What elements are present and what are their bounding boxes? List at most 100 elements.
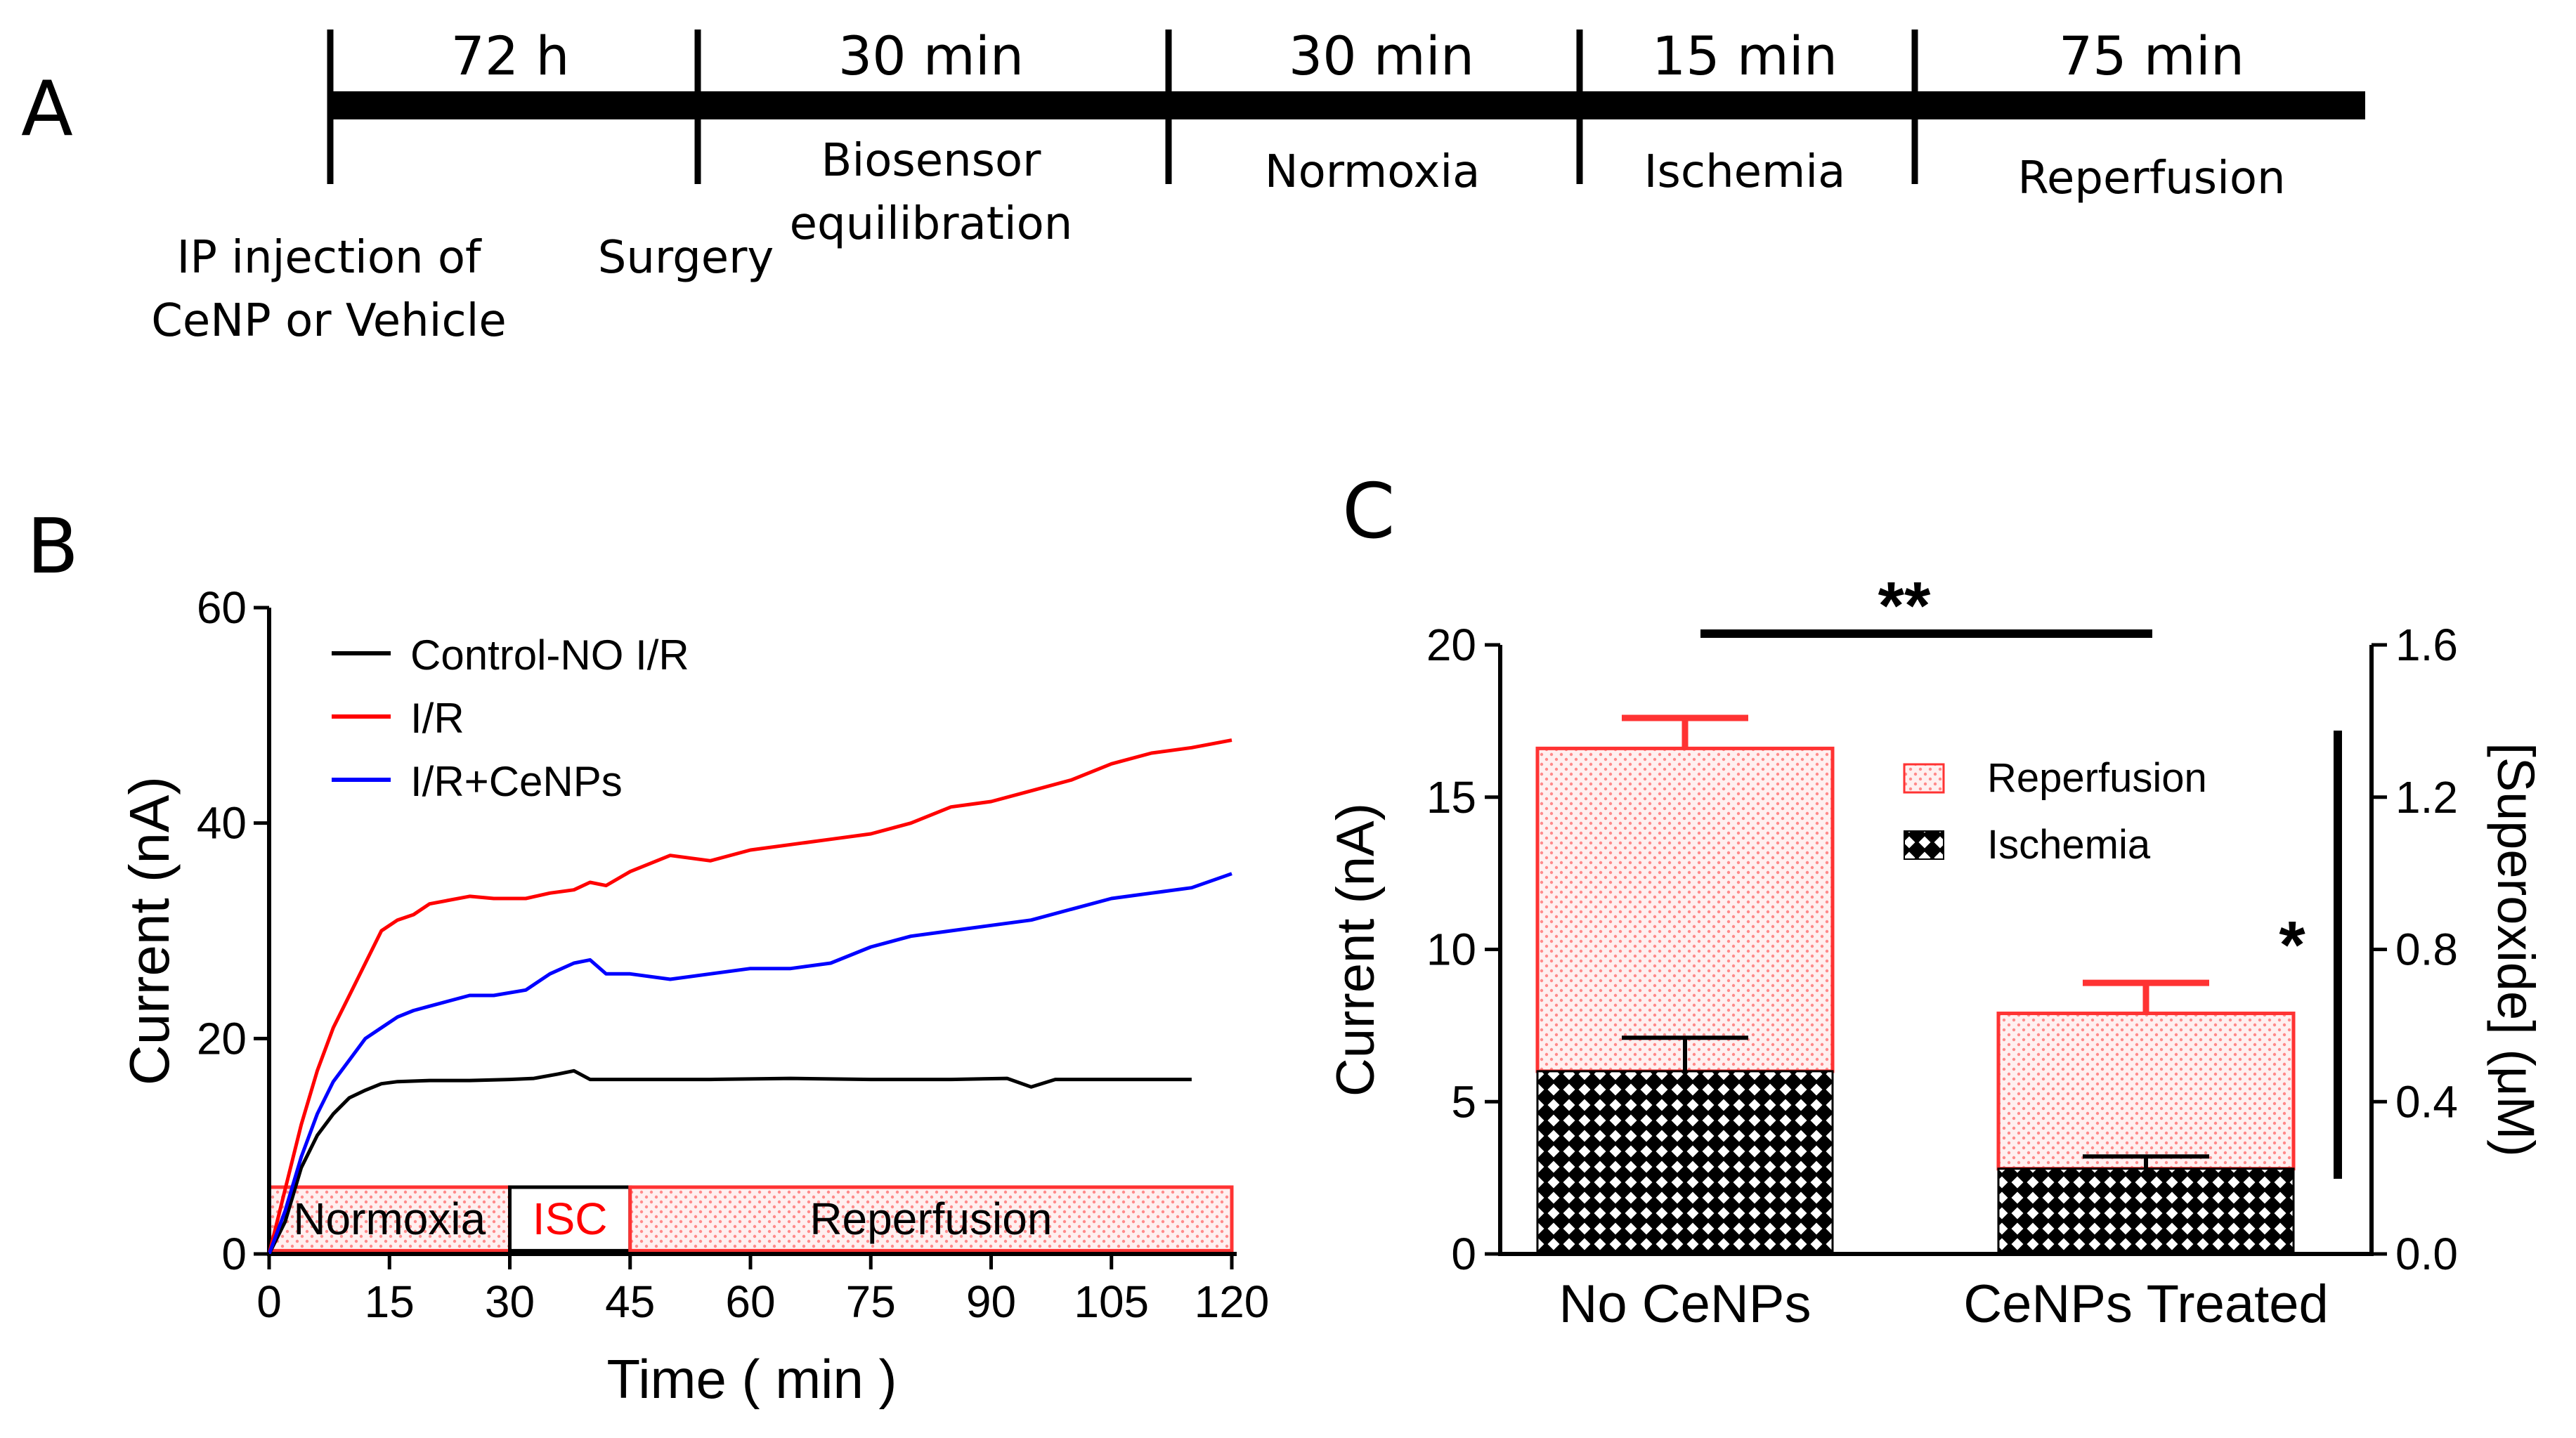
bar-ischemia-1	[1997, 1168, 2295, 1255]
x-tick-label-15: 15	[365, 1276, 415, 1327]
panel-b-label: B	[27, 503, 79, 591]
line-chart-x-label: Time ( min )	[606, 1348, 897, 1410]
right-tick-0.8: 0.8	[2372, 924, 2458, 975]
left-tick-label-20: 20	[1426, 620, 1476, 670]
label-ip-injection-line2: CeNP or Vehicle	[151, 295, 507, 347]
duration-30min-2: 30 min	[1289, 25, 1474, 87]
x-tick-90: 90	[966, 1254, 1016, 1327]
right-tick-1.6: 1.6	[2372, 620, 2458, 670]
right-tick-label-4: 1.6	[2395, 620, 2458, 670]
phase-reperfusion: Reperfusion	[628, 1185, 1234, 1253]
left-tick-5: 5	[1451, 1076, 1500, 1127]
line-chart-x-ticks: 0 15 30 45 60 75 90 105 120	[256, 1254, 1269, 1327]
panel-a-label: A	[21, 65, 73, 153]
y-tick-label-0: 0	[221, 1229, 247, 1279]
left-tick-label-5: 5	[1451, 1076, 1476, 1127]
label-biosensor-line1: Biosensor	[821, 135, 1042, 187]
legend-swatch-ischemia	[1904, 830, 1944, 860]
x-tick-75: 75	[846, 1254, 896, 1327]
label-ischemia: Ischemia	[1644, 146, 1846, 198]
label-surgery: Surgery	[598, 232, 774, 284]
x-tick-label-30: 30	[485, 1276, 535, 1327]
y-tick-label-20: 20	[197, 1013, 247, 1064]
left-tick-label-15: 15	[1426, 772, 1476, 823]
bar-chart-bars	[1535, 714, 2296, 1255]
x-tick-label-120: 120	[1195, 1276, 1270, 1327]
x-tick-30: 30	[485, 1254, 535, 1327]
label-ip-injection-line1: IP injection of	[176, 232, 482, 284]
y-tick-60: 60	[197, 582, 269, 633]
bar-chart-legend: Reperfusion Ischemia	[1903, 755, 2207, 868]
line-chart-y-ticks: 0 20 40 60	[197, 582, 269, 1279]
bar-group-0	[1535, 714, 1835, 1255]
bar-chart-right-ticks: 0.0 0.4 0.8 1.2 1.6	[2372, 620, 2458, 1279]
line-chart: Normoxia ISC Reperfusion 0 15 30 45 60 75 …	[118, 582, 1269, 1410]
right-tick-1.2: 1.2	[2372, 772, 2458, 823]
x-tick-label-45: 45	[605, 1276, 655, 1327]
series-line-0	[267, 1068, 1192, 1255]
legend-label-ir: I/R	[410, 695, 464, 742]
bar-ischemia-0	[1536, 1070, 1834, 1255]
bar-group-1	[1996, 979, 2296, 1255]
x-tick-15: 15	[365, 1254, 415, 1327]
x-tick-label-75: 75	[846, 1276, 896, 1327]
left-tick-label-0: 0	[1451, 1229, 1476, 1279]
phase-label-reperfusion: Reperfusion	[809, 1194, 1052, 1244]
right-tick-0.0: 0.0	[2372, 1229, 2458, 1279]
legend-swatch-reperfusion	[1903, 763, 1945, 794]
legend-label-ir-cenps: I/R+CeNPs	[410, 758, 623, 805]
right-tick-label-2: 0.8	[2395, 924, 2458, 975]
phase-label-isc: ISC	[533, 1194, 608, 1244]
timeline-bar	[330, 91, 2365, 119]
bar-chart-y-label: Current (nA)	[1326, 803, 1386, 1097]
phase-box-reperfusion	[628, 1185, 1234, 1253]
legend-entry-ir: I/R	[332, 695, 464, 742]
phase-label-normoxia: Normoxia	[293, 1194, 486, 1244]
line-chart-legend: Control-NO I/R I/R I/R+CeNPs	[332, 632, 689, 805]
right-tick-0.4: 0.4	[2372, 1076, 2458, 1127]
label-biosensor-line2: equilibration	[790, 198, 1073, 250]
x-tick-120: 120	[1195, 1254, 1270, 1327]
line-chart-y-label: Current (nA)	[118, 776, 181, 1085]
y-tick-label-60: 60	[197, 582, 247, 633]
x-tick-label-0: 0	[256, 1276, 282, 1327]
legend-entry-ir-cenps: I/R+CeNPs	[332, 758, 623, 805]
right-tick-label-3: 1.2	[2395, 772, 2458, 823]
label-normoxia: Normoxia	[1265, 146, 1481, 198]
significance-marker-double: **	[1878, 568, 1931, 643]
legend-label-ischemia: Ischemia	[1987, 822, 2151, 868]
legend-label-control: Control-NO I/R	[410, 632, 689, 679]
significance-marker-single: *	[2279, 908, 2305, 983]
duration-30min-1: 30 min	[838, 25, 1024, 87]
phase-isc: ISC	[508, 1185, 632, 1253]
x-tick-105: 105	[1074, 1254, 1149, 1327]
series-line-2	[267, 872, 1232, 1255]
x-tick-label-105: 105	[1074, 1276, 1149, 1327]
left-tick-15: 15	[1426, 772, 1500, 823]
left-tick-0: 0	[1451, 1229, 1500, 1279]
phase-band: Normoxia ISC Reperfusion	[267, 1185, 1234, 1253]
series-line-1	[267, 738, 1232, 1255]
right-tick-label-1: 0.4	[2395, 1076, 2458, 1127]
bar-category-label-0: No CeNPs	[1559, 1274, 1811, 1334]
bar-chart: 0 5 10 15 20 0.0 0.4 0.8 1.2 1.6 No CeNP…	[1326, 568, 2545, 1334]
y-tick-20: 20	[197, 1013, 269, 1064]
duration-75min: 75 min	[2059, 25, 2244, 87]
legend-entry-control: Control-NO I/R	[332, 632, 689, 679]
bar-chart-left-ticks: 0 5 10 15 20	[1426, 620, 1500, 1279]
left-tick-label-10: 10	[1426, 924, 1476, 975]
y-tick-0: 0	[221, 1229, 269, 1279]
bar-reperfusion-0	[1535, 746, 1835, 1073]
x-tick-45: 45	[605, 1254, 655, 1327]
right-tick-label-0: 0.0	[2395, 1229, 2458, 1279]
bar-reperfusion-1	[1996, 1012, 2296, 1171]
phase-normoxia: Normoxia	[267, 1185, 512, 1253]
bar-category-label-1: CeNPs Treated	[1963, 1274, 2329, 1334]
bar-chart-right-y-label: [Superoxide] (μM)	[2487, 743, 2545, 1157]
left-tick-10: 10	[1426, 924, 1500, 975]
duration-72h: 72 h	[450, 25, 569, 87]
panel-c-label: C	[1342, 468, 1395, 556]
y-tick-label-40: 40	[197, 798, 247, 849]
line-chart-series	[267, 738, 1232, 1255]
